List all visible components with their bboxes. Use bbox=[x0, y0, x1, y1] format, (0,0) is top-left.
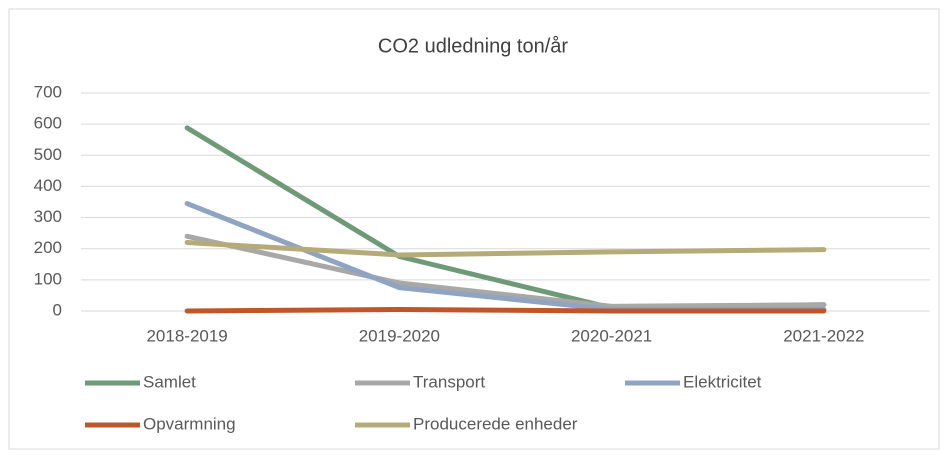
y-tick-label: 500 bbox=[34, 145, 62, 164]
legend-label: Samlet bbox=[143, 372, 196, 391]
y-tick-label: 700 bbox=[34, 82, 62, 101]
legend-label: Transport bbox=[413, 372, 485, 391]
legend-label: Elektricitet bbox=[683, 372, 762, 391]
y-tick-label: 400 bbox=[34, 176, 62, 195]
y-tick-label: 300 bbox=[34, 207, 62, 226]
y-tick-label: 200 bbox=[34, 238, 62, 257]
series-line bbox=[184, 306, 827, 314]
chart-frame bbox=[8, 8, 940, 450]
y-tick-label: 0 bbox=[53, 300, 62, 319]
legend-label: Producerede enheder bbox=[413, 414, 578, 433]
series-line bbox=[184, 239, 827, 258]
chart-title: CO2 udledning ton/år bbox=[378, 35, 568, 57]
x-tick-label: 2021-2022 bbox=[783, 326, 864, 345]
series-line bbox=[184, 233, 827, 309]
x-tick-label: 2019-2020 bbox=[359, 326, 440, 345]
legend-label: Opvarmning bbox=[143, 414, 236, 433]
x-tick-label: 2020-2021 bbox=[571, 326, 652, 345]
x-tick-label: 2018-2019 bbox=[146, 326, 227, 345]
y-tick-label: 600 bbox=[34, 114, 62, 133]
y-tick-label: 100 bbox=[34, 269, 62, 288]
